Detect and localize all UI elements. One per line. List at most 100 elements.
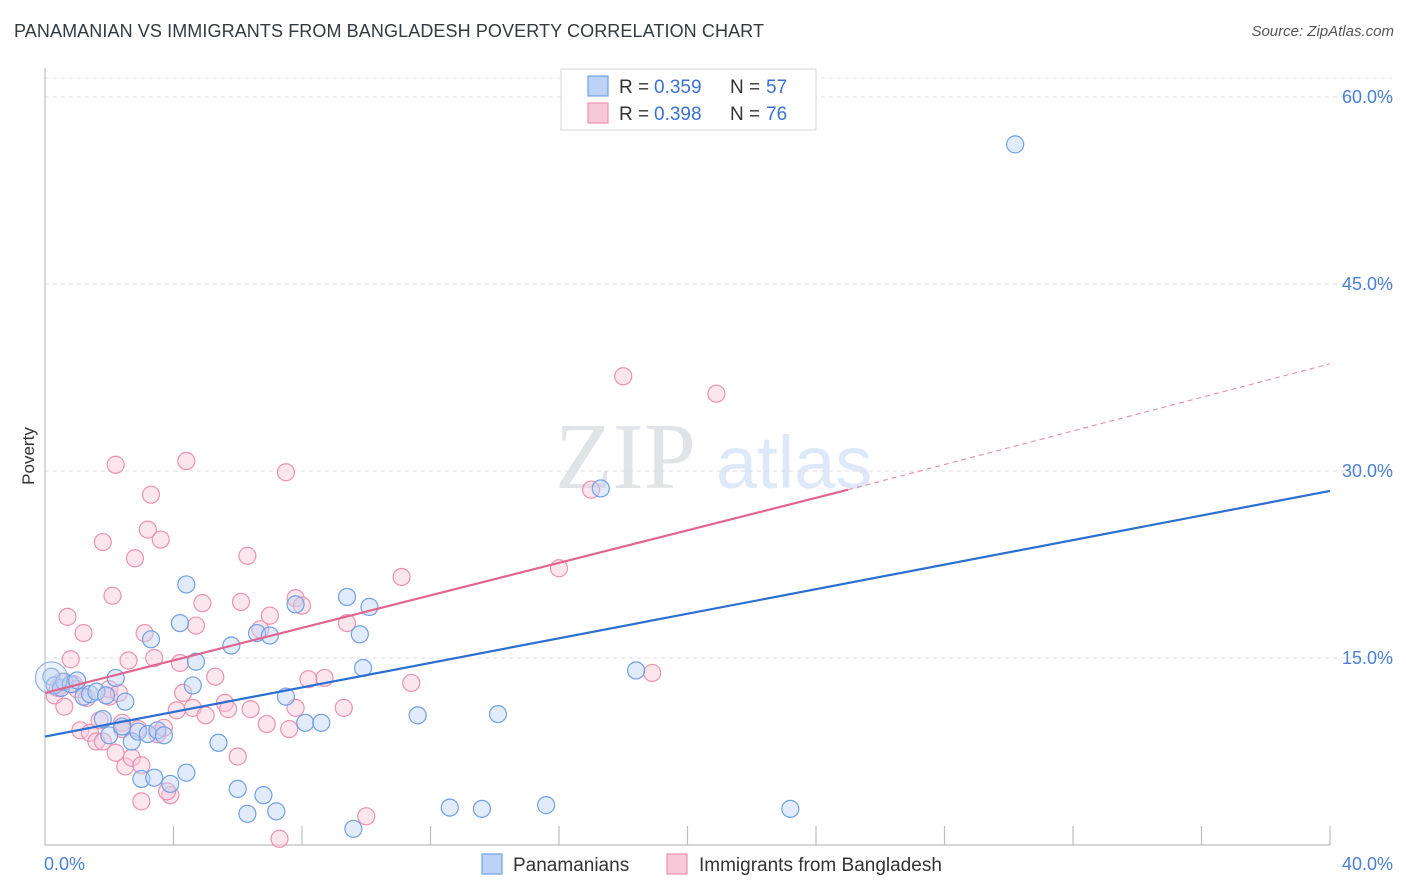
point-panamanians <box>122 732 141 751</box>
point-panamanians <box>170 613 190 633</box>
point-panamanians <box>286 595 305 614</box>
point-bangladesh <box>132 756 151 775</box>
point-bangladesh <box>292 596 312 615</box>
bottom-legend-swatch-bangladesh <box>666 853 688 875</box>
point-panamanians <box>626 661 646 680</box>
legend-r-label: R = <box>619 77 654 98</box>
watermark-atlas: atlas <box>716 421 872 504</box>
point-bangladesh <box>270 829 289 848</box>
point-panamanians <box>591 479 610 498</box>
point-panamanians <box>228 779 247 799</box>
bottom-legend-swatch-panamanians <box>481 853 503 875</box>
point-bangladesh <box>286 589 305 608</box>
bottom-legend-label-bangladesh: Immigrants from Bangladesh <box>699 855 942 876</box>
y-tick-label: 30.0% <box>1342 461 1393 481</box>
point-bangladesh <box>334 698 353 717</box>
source-label: Source: ZipAtlas.com <box>1251 23 1394 40</box>
point-panamanians <box>537 796 556 815</box>
point-panamanians <box>312 713 331 732</box>
legend-r-value: 0.359 <box>654 77 702 98</box>
legend-r-label: R = <box>619 104 654 125</box>
legend-n-label: N = <box>730 77 765 98</box>
point-bangladesh <box>238 546 257 565</box>
point-bangladesh <box>276 463 296 482</box>
point-bangladesh <box>55 697 74 716</box>
point-bangladesh <box>337 613 357 633</box>
legend-swatch-bangladesh <box>587 102 609 124</box>
point-bangladesh <box>151 530 170 549</box>
legend-n-value: 76 <box>766 104 787 125</box>
point-bangladesh <box>132 792 151 811</box>
point-bangladesh <box>392 567 411 587</box>
trend-line-bangladesh-extension <box>847 363 1331 491</box>
point-panamanians <box>296 713 315 732</box>
point-bangladesh <box>206 667 225 686</box>
point-bangladesh <box>103 586 122 605</box>
axes <box>44 68 1331 846</box>
bottom-legend-label-panamanians: Panamanians <box>513 855 629 876</box>
chart-title: PANAMANIAN VS IMMIGRANTS FROM BANGLADESH… <box>14 21 765 41</box>
point-panamanians <box>781 799 800 818</box>
point-panamanians <box>238 804 257 823</box>
point-bangladesh <box>402 673 421 693</box>
point-bangladesh <box>177 451 196 471</box>
point-panamanians <box>132 769 151 789</box>
point-bangladesh <box>106 455 125 474</box>
y-tick-label: 45.0% <box>1342 274 1393 294</box>
point-bangladesh <box>74 623 93 643</box>
trend-line-bangladesh <box>44 488 849 694</box>
bottom-legend: Panamanians Immigrants from Bangladesh <box>481 853 942 876</box>
point-bangladesh <box>145 648 164 668</box>
point-cluster <box>34 661 69 695</box>
point-bangladesh <box>707 384 726 403</box>
x-tick-label: 0.0% <box>44 854 85 874</box>
point-bangladesh <box>141 485 161 504</box>
point-bangladesh <box>257 714 276 734</box>
point-panamanians <box>87 682 106 701</box>
point-bangladesh <box>260 606 279 625</box>
point-panamanians <box>100 726 119 745</box>
point-panamanians <box>350 625 369 644</box>
y-tick-labels: 15.0% 30.0% 45.0% 60.0% <box>1342 87 1393 668</box>
point-bangladesh <box>122 748 141 767</box>
legend-swatch-panamanians <box>587 75 609 97</box>
legend-n-value: 57 <box>766 77 787 98</box>
trend-lines <box>44 363 1331 738</box>
point-bangladesh <box>61 650 80 669</box>
point-bangladesh <box>119 651 138 670</box>
point-panamanians <box>186 652 206 671</box>
legend-n-label: N = <box>730 104 765 125</box>
point-bangladesh <box>231 592 251 612</box>
point-panamanians <box>408 706 427 725</box>
point-panamanians <box>440 798 459 817</box>
point-panamanians <box>106 668 125 688</box>
point-panamanians <box>488 704 508 724</box>
point-panamanians <box>161 774 180 794</box>
point-bangladesh <box>138 520 157 539</box>
point-panamanians <box>141 630 161 649</box>
point-bangladesh <box>93 532 112 552</box>
point-panamanians <box>183 676 202 695</box>
point-panamanians <box>177 575 196 594</box>
point-bangladesh <box>299 670 318 689</box>
point-panamanians <box>1006 135 1025 154</box>
point-panamanians <box>154 726 173 745</box>
point-bangladesh <box>228 747 247 766</box>
point-bangladesh <box>193 594 212 613</box>
point-bangladesh <box>174 683 193 703</box>
legend-row-bangladesh: R = 0.398 N = 76 <box>587 102 787 125</box>
legend-r-value: 0.398 <box>654 104 702 125</box>
point-panamanians <box>344 819 363 838</box>
trend-line-panamanians <box>44 489 1331 738</box>
point-panamanians <box>337 587 357 607</box>
point-bangladesh <box>125 549 145 568</box>
point-panamanians <box>209 733 228 752</box>
point-bangladesh <box>58 607 77 626</box>
y-tick-label: 15.0% <box>1342 648 1393 668</box>
point-panamanians <box>116 692 135 711</box>
point-panamanians <box>145 768 164 787</box>
point-panamanians <box>138 724 157 744</box>
point-bangladesh <box>582 480 601 499</box>
point-panamanians <box>93 709 112 729</box>
